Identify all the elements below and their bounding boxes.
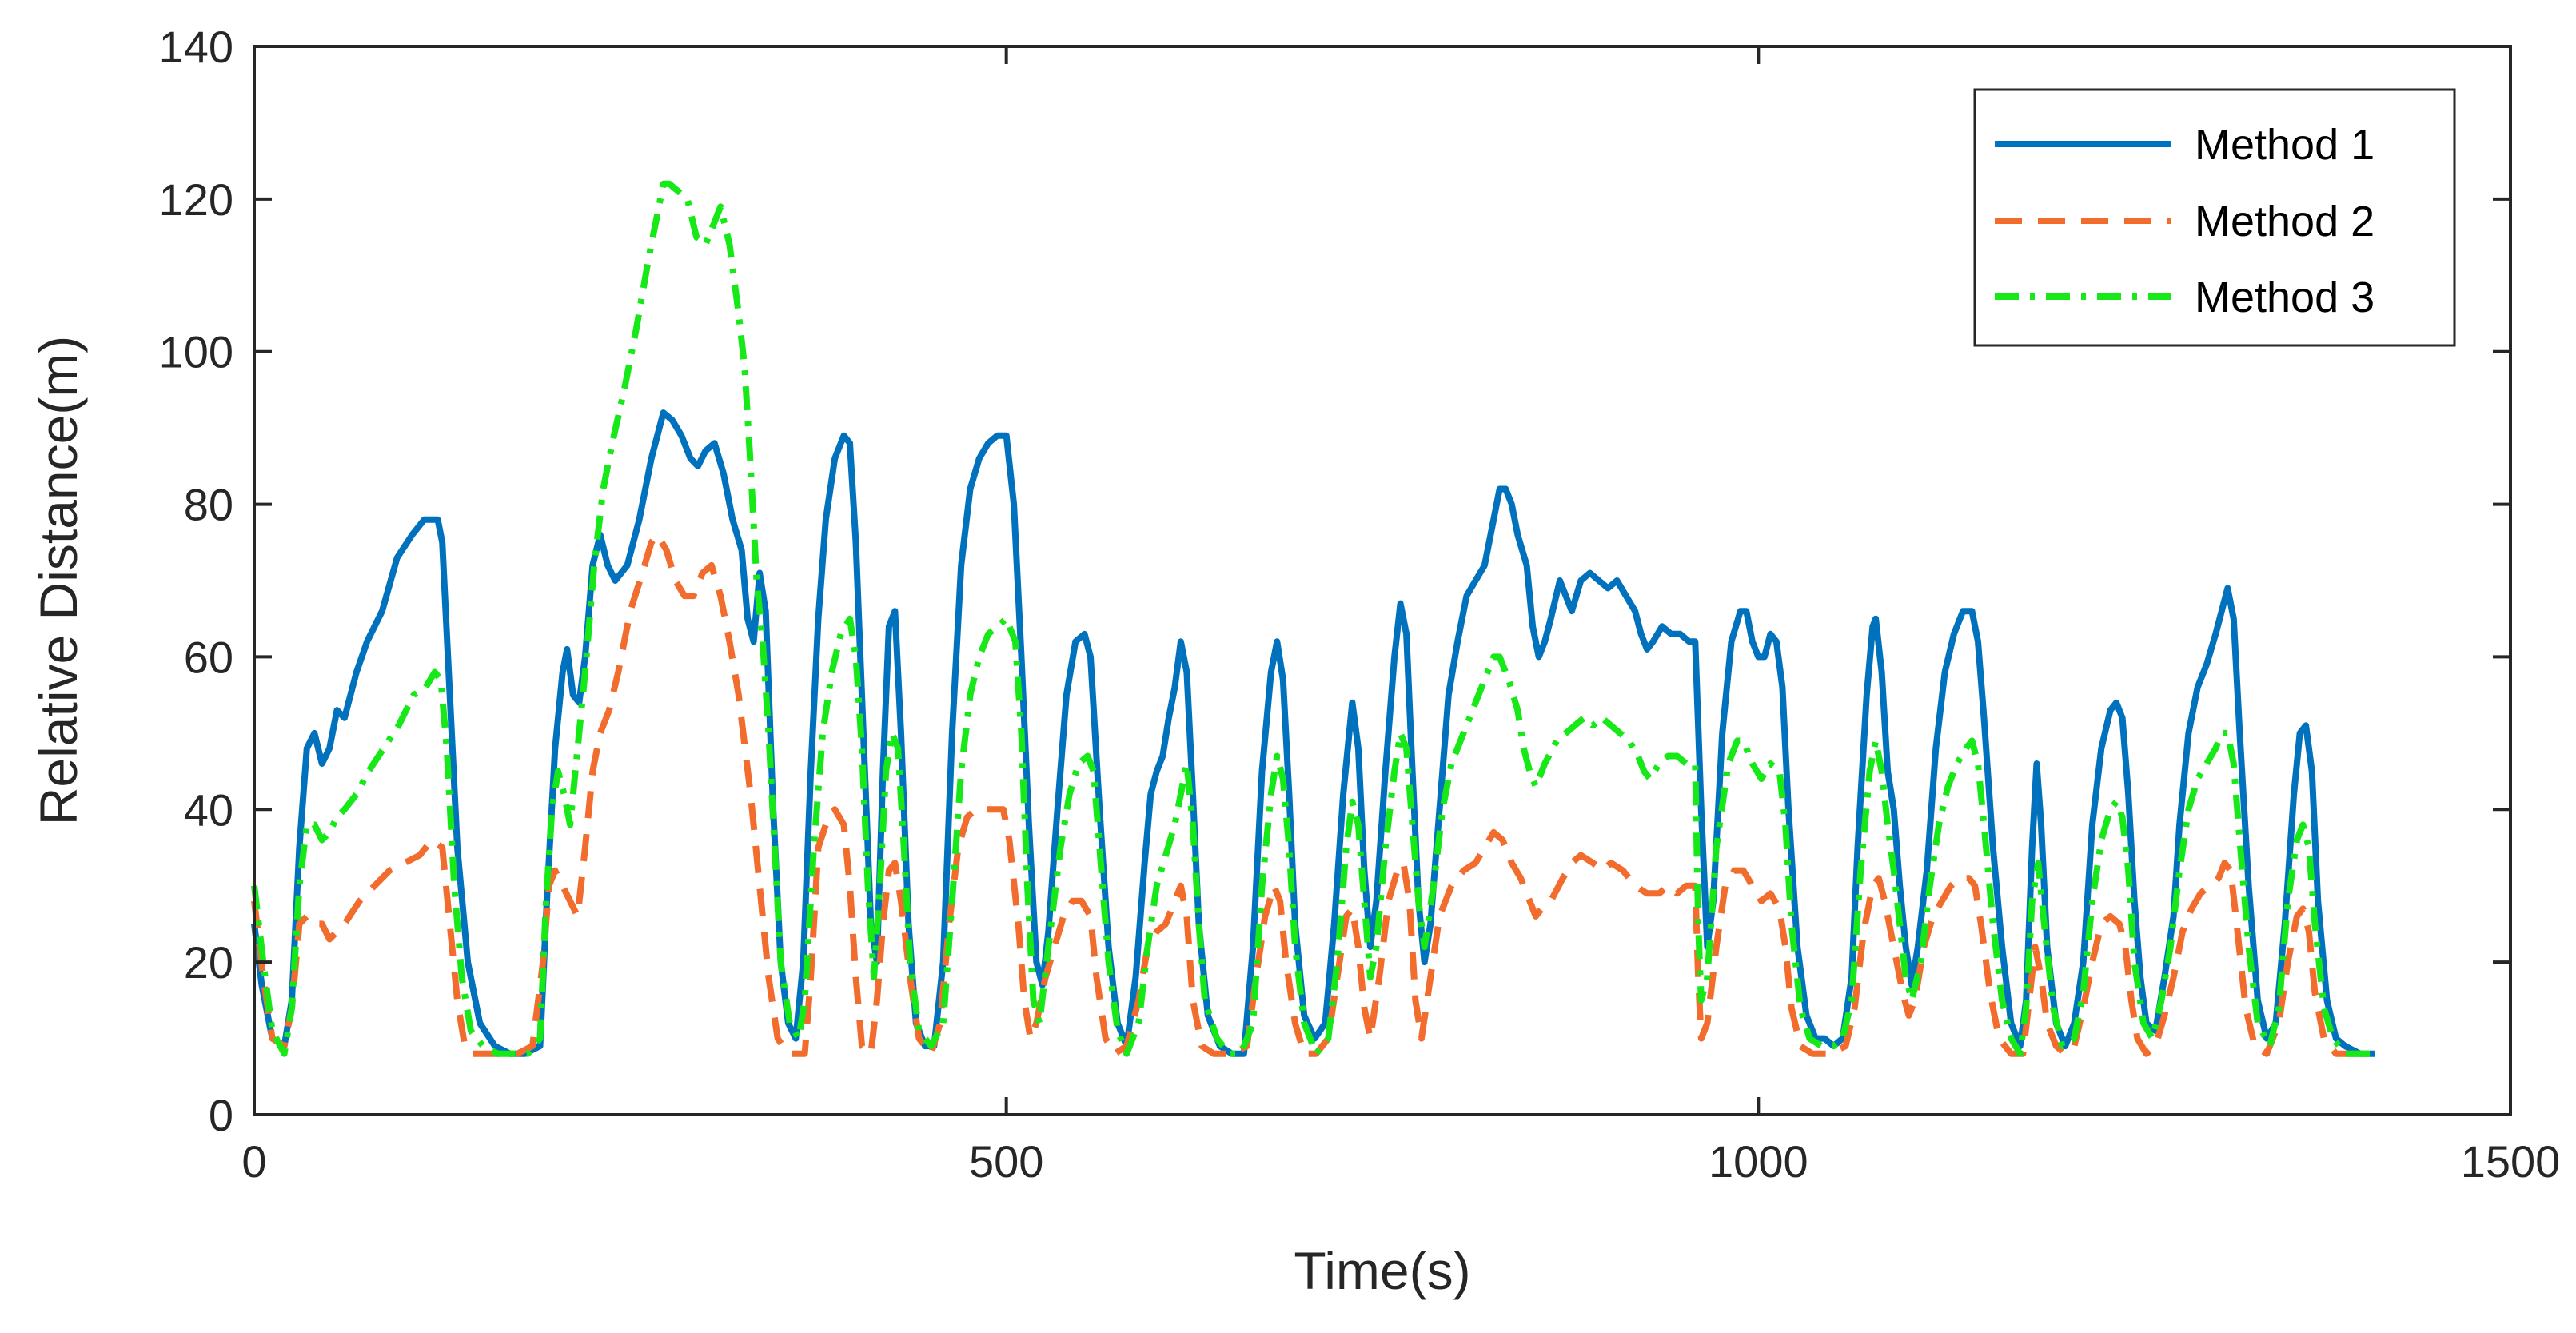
legend-label-method-2: Method 2: [2195, 198, 2375, 245]
y-tick-label: 100: [159, 327, 233, 377]
x-tick-label: 1500: [2461, 1136, 2561, 1187]
y-axis-label: Relative Distance(m): [29, 336, 88, 826]
series-line-method-2: [251, 531, 2375, 1057]
y-tick-label: 20: [184, 937, 233, 988]
y-tick-label: 40: [184, 784, 233, 835]
legend: Method 1 Method 2 Method 3: [1973, 88, 2456, 347]
x-tick-label: 0: [241, 1136, 266, 1187]
series-line-method-3: [251, 180, 2375, 1057]
legend-label-method-3: Method 3: [2195, 273, 2375, 321]
y-tick-label: 120: [159, 174, 233, 225]
plot-frame: [253, 45, 2512, 1116]
x-tick-label: 1000: [1709, 1136, 1808, 1187]
series-layer: [251, 180, 2375, 1057]
y-tick-label: 0: [209, 1090, 233, 1140]
y-tick-label: 140: [159, 22, 233, 72]
x-axis-label: Time(s): [1294, 1241, 1470, 1300]
y-tick-label: 60: [184, 632, 233, 682]
x-tick-label: 500: [969, 1136, 1043, 1187]
legend-label-method-1: Method 1: [2195, 121, 2375, 169]
ticks-layer: 0 500 1000 1500 0 20 40 60 80 100 120 140: [159, 22, 2561, 1187]
y-tick-label: 80: [184, 480, 233, 530]
